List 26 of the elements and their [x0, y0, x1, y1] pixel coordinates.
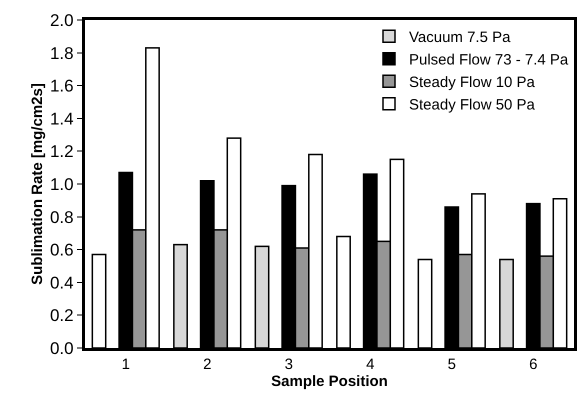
x-axis-title: Sample Position	[271, 373, 388, 390]
legend-label: Steady Flow 50 Pa	[409, 96, 536, 114]
y-tick-label: 1.4	[50, 109, 74, 128]
legend-label: Vacuum 7.5 Pa	[409, 29, 512, 46]
y-tick-label: 1.2	[50, 142, 74, 162]
x-tick-label: 5	[448, 356, 456, 373]
bar	[499, 258, 514, 348]
y-tick-label: 1.8	[50, 44, 74, 63]
x-tick-label: 1	[122, 356, 130, 373]
y-tick-label: 0.6	[50, 240, 74, 260]
legend-label: Steady Flow 10 Pa	[409, 74, 536, 92]
x-tick-label: 3	[284, 356, 293, 373]
y-tick-label: 2.0	[50, 10, 74, 30]
y-tick-label: 0.8	[50, 208, 74, 227]
x-tick-label: 6	[529, 356, 538, 373]
bar	[254, 246, 270, 348]
legend-label: Pulsed Flow 73 - 7.4 Pa	[409, 52, 569, 69]
y-tick-label: 0.0	[50, 338, 74, 358]
x-tick-label: 2	[203, 356, 212, 373]
bar	[173, 244, 188, 348]
y-tick-label: 0.4	[50, 273, 74, 292]
x-tick-label: 4	[366, 356, 374, 373]
y-tick-label: 1.6	[50, 76, 74, 96]
y-axis-title: Sublimation Rate [mg/cm2s]	[29, 83, 46, 285]
y-tick-label: 1.0	[50, 174, 74, 194]
y-tick-label: 0.2	[50, 306, 74, 326]
